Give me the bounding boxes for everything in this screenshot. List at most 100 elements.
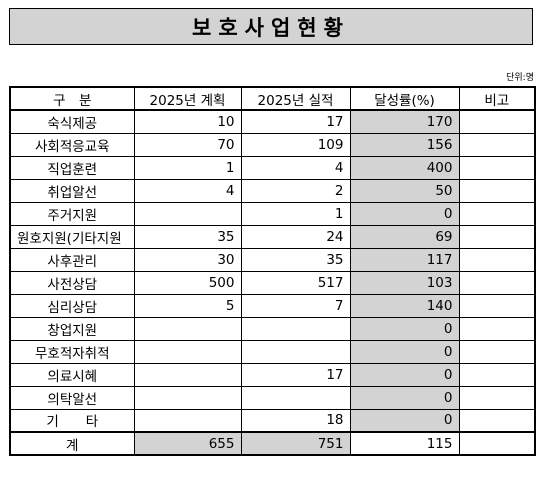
row-actual: 24 — [240, 224, 351, 249]
row-note — [458, 362, 536, 387]
row-actual: 517 — [240, 270, 351, 295]
row-rate: 170 — [349, 109, 460, 134]
row-note — [458, 408, 536, 433]
row-category: 창업지원 — [9, 316, 135, 341]
row-note — [458, 339, 536, 364]
row-actual: 18 — [240, 408, 351, 433]
row-rate: 117 — [349, 247, 460, 272]
row-rate: 0 — [349, 201, 460, 226]
table-row: 무호적자취적 0 — [9, 339, 536, 364]
row-actual — [240, 385, 351, 410]
table-row: 사후관리 30 35 117 — [9, 247, 536, 272]
row-category: 사회적응교육 — [9, 132, 135, 157]
row-rate: 156 — [349, 132, 460, 157]
row-plan — [133, 201, 242, 226]
total-category: 계 — [9, 431, 135, 456]
total-actual: 751 — [240, 431, 351, 456]
row-note — [458, 316, 536, 341]
row-actual — [240, 339, 351, 364]
table-row: 취업알선 4 2 50 — [9, 178, 536, 203]
row-plan — [133, 362, 242, 387]
row-note — [458, 224, 536, 249]
row-plan: 35 — [133, 224, 242, 249]
row-plan: 5 — [133, 293, 242, 318]
table-row: 의탁알선 0 — [9, 385, 536, 410]
row-category: 사전상담 — [9, 270, 135, 295]
row-rate: 103 — [349, 270, 460, 295]
row-rate: 140 — [349, 293, 460, 318]
row-actual: 35 — [240, 247, 351, 272]
row-note — [458, 247, 536, 272]
row-plan: 70 — [133, 132, 242, 157]
table-row: 창업지원 0 — [9, 316, 536, 341]
row-actual: 4 — [240, 155, 351, 180]
row-rate: 0 — [349, 408, 460, 433]
row-rate: 69 — [349, 224, 460, 249]
row-actual: 17 — [240, 109, 351, 134]
row-category: 주거지원 — [9, 201, 135, 226]
row-category: 심리상담 — [9, 293, 135, 318]
row-category: 의료시혜 — [9, 362, 135, 387]
row-plan: 10 — [133, 109, 242, 134]
table-row: 직업훈련 1 4 400 — [9, 155, 536, 180]
row-category: 취업알선 — [9, 178, 135, 203]
row-actual: 7 — [240, 293, 351, 318]
title-box: 보호사업현황 — [9, 8, 533, 45]
total-note — [458, 431, 536, 456]
row-category: 무호적자취적 — [9, 339, 135, 364]
row-category: 의탁알선 — [9, 385, 135, 410]
row-actual — [240, 316, 351, 341]
row-plan — [133, 408, 242, 433]
table-row: 사전상담 500 517 103 — [9, 270, 536, 295]
row-rate: 0 — [349, 385, 460, 410]
row-actual: 2 — [240, 178, 351, 203]
total-rate: 115 — [349, 431, 460, 456]
unit-label: 단위:명 — [506, 73, 534, 83]
total-plan: 655 — [133, 431, 242, 456]
row-category: 숙식제공 — [9, 109, 135, 134]
table-row: 원호지원(기타지원 35 24 69 — [9, 224, 536, 249]
header-actual: 2025년 실적 — [240, 86, 351, 111]
row-actual: 109 — [240, 132, 351, 157]
row-note — [458, 270, 536, 295]
table-row: 주거지원 1 0 — [9, 201, 536, 226]
table-row: 숙식제공 10 17 170 — [9, 109, 536, 134]
row-plan — [133, 385, 242, 410]
row-actual: 17 — [240, 362, 351, 387]
total-row: 계 655 751 115 — [9, 431, 536, 456]
table-row: 의료시혜 17 0 — [9, 362, 536, 387]
table-row: 사회적응교육 70 109 156 — [9, 132, 536, 157]
row-rate: 400 — [349, 155, 460, 180]
table-header-row: 구 분 2025년 계획 2025년 실적 달성률(%) 비고 — [9, 86, 536, 111]
table-row: 심리상담 5 7 140 — [9, 293, 536, 318]
row-category: 원호지원(기타지원 — [9, 224, 135, 249]
row-rate: 50 — [349, 178, 460, 203]
row-plan: 30 — [133, 247, 242, 272]
header-note: 비고 — [458, 86, 536, 111]
table-row: 기 타 18 0 — [9, 408, 536, 433]
row-plan — [133, 339, 242, 364]
status-table: 구 분 2025년 계획 2025년 실적 달성률(%) 비고 숙식제공 10 … — [9, 86, 536, 456]
row-plan — [133, 316, 242, 341]
page-title: 보호사업현황 — [192, 15, 350, 40]
row-plan: 500 — [133, 270, 242, 295]
row-rate: 0 — [349, 339, 460, 364]
row-actual: 1 — [240, 201, 351, 226]
row-category: 사후관리 — [9, 247, 135, 272]
row-note — [458, 132, 536, 157]
header-category: 구 분 — [9, 86, 135, 111]
row-rate: 0 — [349, 316, 460, 341]
row-note — [458, 293, 536, 318]
row-note — [458, 155, 536, 180]
row-category: 직업훈련 — [9, 155, 135, 180]
header-rate: 달성률(%) — [349, 86, 460, 111]
row-plan: 4 — [133, 178, 242, 203]
row-plan: 1 — [133, 155, 242, 180]
row-note — [458, 201, 536, 226]
row-rate: 0 — [349, 362, 460, 387]
row-note — [458, 385, 536, 410]
row-category: 기 타 — [9, 408, 135, 433]
row-note — [458, 178, 536, 203]
row-note — [458, 109, 536, 134]
header-plan: 2025년 계획 — [133, 86, 242, 111]
